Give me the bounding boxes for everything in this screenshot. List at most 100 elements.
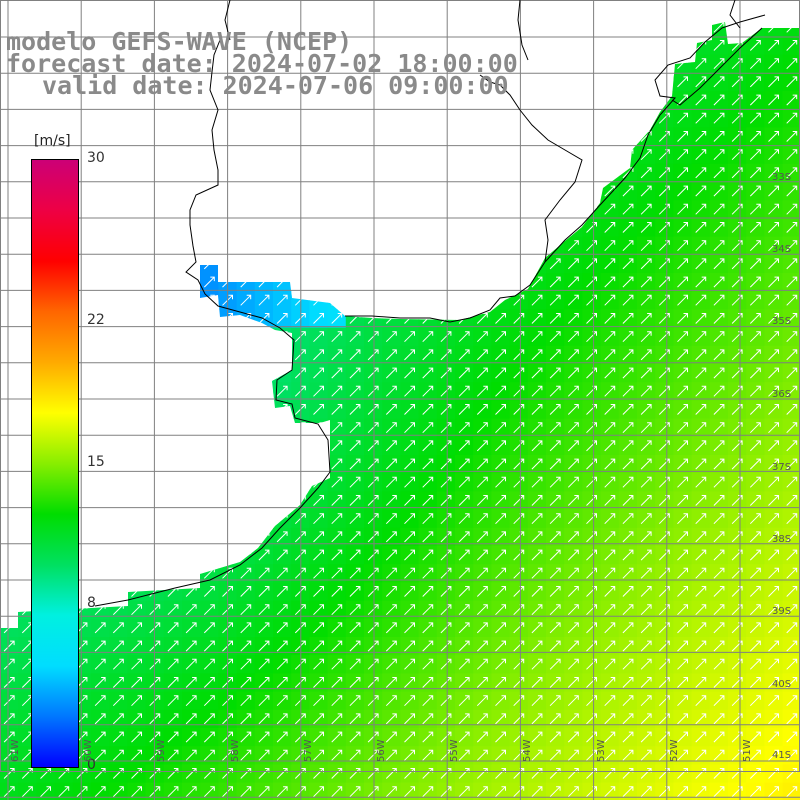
wind-arrow — [677, 349, 688, 361]
wind-arrow — [695, 76, 707, 88]
coastline-estuary — [345, 74, 583, 323]
wind-arrow — [203, 731, 215, 743]
wind-arrow — [385, 695, 397, 707]
wind-arrow — [713, 313, 725, 324]
wind-arrow — [331, 695, 343, 707]
wind-arrow — [531, 422, 543, 434]
wind-arrow — [695, 749, 707, 761]
wind-arrow — [677, 404, 688, 415]
wind-arrow — [713, 604, 725, 616]
wind-arrow — [495, 677, 506, 688]
wind-arrow — [567, 786, 579, 798]
wind-arrow — [677, 240, 688, 252]
wind-arrow — [313, 385, 324, 397]
wind-arrow — [622, 731, 634, 743]
wind-arrow — [567, 331, 579, 343]
wind-arrow — [276, 677, 288, 688]
wind-arrow — [112, 786, 124, 798]
wind-arrow — [604, 222, 616, 233]
wind-arrow — [768, 131, 779, 142]
wind-arrow — [622, 658, 634, 670]
wind-arrow — [531, 404, 543, 415]
wind-arrow — [640, 222, 652, 233]
wind-arrow — [167, 695, 179, 707]
wind-arrow — [203, 640, 215, 652]
wind-arrow — [713, 531, 725, 543]
wind-arrow — [531, 495, 543, 506]
wind-arrow — [604, 276, 616, 288]
wind-arrow — [786, 422, 798, 434]
wind-arrow — [440, 567, 452, 579]
wind-arrow — [677, 586, 688, 597]
wind-arrow — [786, 149, 798, 161]
wind-arrow — [604, 458, 616, 470]
wind-arrow — [422, 604, 434, 616]
wind-arrow — [549, 567, 561, 579]
wind-arrow — [404, 531, 415, 543]
wind-arrow — [367, 786, 379, 798]
wind-arrow — [749, 294, 761, 306]
wind-arrow — [167, 786, 179, 798]
wind-arrow — [604, 731, 616, 743]
wind-arrow — [495, 349, 506, 361]
longitude-label: 58W — [229, 739, 241, 762]
wind-arrow — [749, 531, 761, 543]
wind-arrow — [131, 640, 142, 652]
wind-arrow — [768, 76, 779, 88]
wind-arrow — [549, 349, 561, 361]
wind-arrow — [695, 131, 707, 142]
wind-arrow — [240, 567, 252, 579]
wind-arrow — [458, 349, 470, 361]
wind-arrow — [404, 495, 415, 506]
wind-arrow — [422, 713, 434, 725]
wind-arrow — [367, 367, 379, 379]
wind-arrow — [458, 695, 470, 707]
wind-arrow — [604, 331, 616, 343]
wind-arrow — [768, 658, 779, 670]
wind-arrow — [713, 331, 725, 343]
wind-arrow — [276, 549, 288, 561]
wind-arrow — [640, 422, 652, 434]
lagoon-shore — [517, 0, 741, 61]
wind-arrow — [131, 622, 142, 634]
wind-arrow — [385, 331, 397, 343]
wind-arrow — [404, 695, 415, 707]
wind-arrow — [476, 567, 488, 579]
wind-arrow — [495, 367, 506, 379]
wind-arrow — [495, 713, 506, 725]
longitude-label: 59W — [156, 739, 168, 762]
wind-arrow — [677, 203, 688, 215]
wind-arrow — [422, 531, 434, 543]
wind-arrow — [476, 385, 488, 397]
wind-arrow — [713, 185, 725, 197]
wind-arrow — [768, 294, 779, 306]
wind-arrow — [677, 112, 688, 124]
wind-arrow — [385, 786, 397, 798]
wind-arrow — [94, 786, 106, 798]
wind-arrow — [440, 658, 452, 670]
wind-arrow — [768, 185, 779, 197]
wind-arrow — [94, 695, 106, 707]
wind-arrow — [185, 677, 197, 688]
wind-arrow — [276, 586, 288, 597]
wind-arrow — [385, 385, 397, 397]
wind-arrow — [622, 276, 634, 288]
wind-arrow — [495, 531, 506, 543]
wind-arrow — [349, 349, 361, 361]
wind-arrow — [640, 167, 652, 179]
wind-arrow — [622, 185, 634, 197]
wind-arrow — [549, 404, 561, 415]
wind-arrow — [331, 531, 343, 543]
wind-arrow — [749, 58, 761, 70]
wind-arrow — [713, 404, 725, 415]
wind-arrow — [385, 677, 397, 688]
wind-arrow — [567, 549, 579, 561]
wind-arrow — [567, 749, 579, 761]
wind-arrow — [440, 476, 452, 488]
wind-arrow — [713, 422, 725, 434]
wind-arrow — [677, 149, 688, 161]
wind-arrow — [695, 94, 707, 106]
wind-arrow — [367, 476, 379, 488]
wind-arrow — [331, 549, 343, 561]
wind-arrow — [21, 786, 33, 798]
